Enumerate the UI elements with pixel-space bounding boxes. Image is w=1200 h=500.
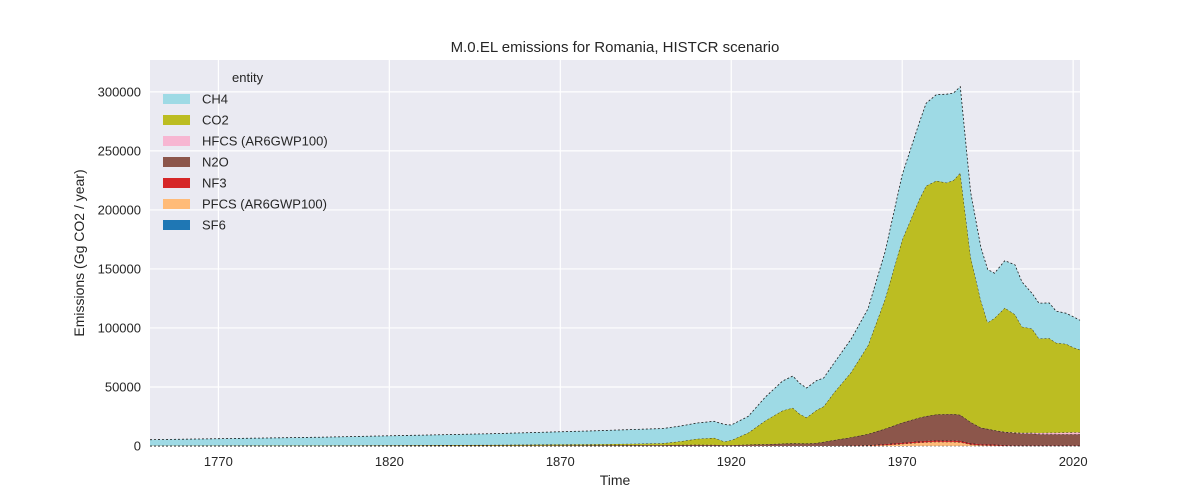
y-tick-label: 200000 <box>98 202 141 217</box>
x-axis-label: Time <box>600 472 631 488</box>
legend-swatch <box>163 94 190 104</box>
legend-label: CH4 <box>202 92 228 107</box>
chart-title: M.0.EL emissions for Romania, HISTCR sce… <box>451 39 780 56</box>
y-axis-ticks: 0 50000 100000 150000 200000 250000 300000 <box>98 84 141 453</box>
legend-label: NF3 <box>202 176 227 191</box>
y-tick-label: 100000 <box>98 320 141 335</box>
x-tick-label: 1920 <box>717 454 746 469</box>
legend-label: SF6 <box>202 218 226 233</box>
area-series <box>150 172 1080 446</box>
x-tick-label: 1970 <box>888 454 917 469</box>
legend-label: CO2 <box>202 113 229 128</box>
legend: entity CH4 CO2 HFCS (AR6GWP100) N2O NF3 PFCS … <box>163 70 328 233</box>
y-axis-label: Emissions (Gg CO2 / year) <box>71 169 87 336</box>
y-tick-label: 300000 <box>98 84 141 99</box>
x-tick-label: 1770 <box>204 454 233 469</box>
x-tick-label: 1820 <box>375 454 404 469</box>
y-tick-label: 50000 <box>105 379 141 394</box>
legend-swatch <box>163 220 190 230</box>
area-series-edge <box>149 85 1081 441</box>
legend-label: PFCS (AR6GWP100) <box>202 197 327 212</box>
x-tick-label: 1870 <box>546 454 575 469</box>
y-tick-label: 150000 <box>98 261 141 276</box>
legend-swatch <box>163 157 190 167</box>
legend-swatch <box>163 199 190 209</box>
legend-swatch <box>163 136 190 146</box>
y-tick-label: 250000 <box>98 143 141 158</box>
legend-swatch <box>163 178 190 188</box>
area-series <box>150 86 1080 446</box>
legend-title: entity <box>232 70 264 85</box>
legend-swatch <box>163 115 190 125</box>
y-tick-label: 0 <box>134 439 141 454</box>
x-tick-label: 2020 <box>1059 454 1088 469</box>
stacked-areas <box>149 85 1081 447</box>
x-axis-ticks: 1770 1820 1870 1920 1970 2020 <box>204 454 1088 469</box>
legend-label: HFCS (AR6GWP100) <box>202 134 328 149</box>
legend-label: N2O <box>202 155 229 170</box>
